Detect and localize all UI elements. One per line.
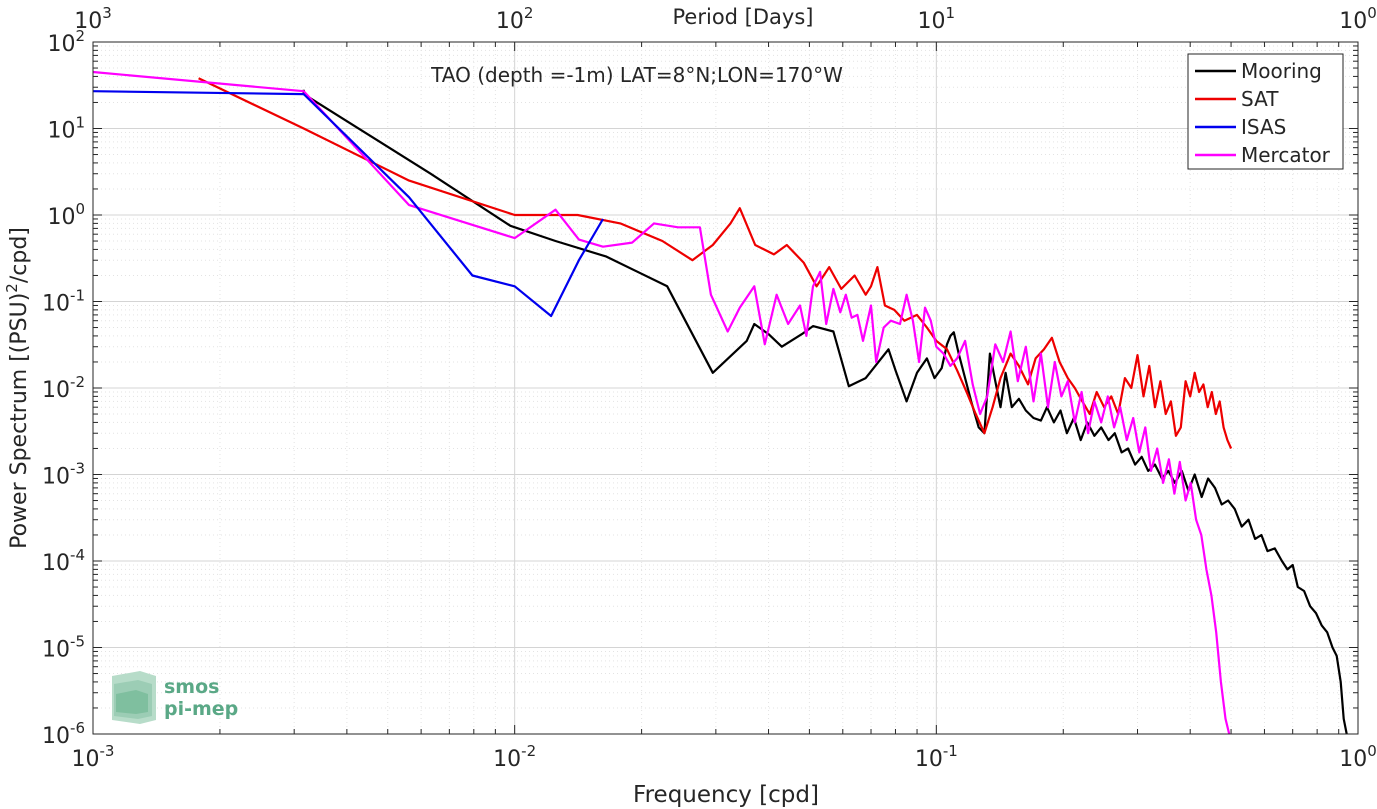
top-tick-label: 102 bbox=[496, 4, 534, 34]
x-tick-base: 10 bbox=[915, 747, 943, 772]
y-tick-base: 10 bbox=[47, 32, 75, 57]
series-layer bbox=[92, 70, 1348, 735]
series-line-sat bbox=[198, 77, 1233, 449]
top-tick-exponent: 1 bbox=[946, 4, 956, 22]
top-tick-base: 10 bbox=[496, 9, 524, 34]
legend-items: Mooring SAT ISAS Mercator bbox=[1195, 59, 1331, 167]
y-tick-exponent: -4 bbox=[70, 546, 85, 564]
series-line-mooring bbox=[302, 89, 1348, 735]
y-tick-base: 10 bbox=[42, 465, 70, 490]
y-tick-label: 10-4 bbox=[42, 546, 85, 576]
y-tick-exponent: 2 bbox=[75, 27, 85, 45]
x-tick-exponent: -2 bbox=[521, 742, 536, 760]
x-tick-base: 10 bbox=[1339, 747, 1367, 772]
legend-label-mercator: Mercator bbox=[1241, 143, 1331, 167]
y-tick-label: 10-6 bbox=[42, 719, 85, 749]
y-tick-exponent: -2 bbox=[70, 373, 85, 391]
y-tick-exponent: -5 bbox=[70, 633, 85, 651]
x-tick-label: 100 bbox=[1339, 742, 1377, 772]
top-tick-label: 100 bbox=[1339, 4, 1377, 34]
y-tick-label: 101 bbox=[47, 114, 85, 144]
y-tick-base: 10 bbox=[42, 551, 70, 576]
legend: Mooring SAT ISAS Mercator bbox=[1187, 53, 1344, 170]
top-tick-labels: 103 102 101 100 bbox=[74, 4, 1377, 34]
y-tick-base: 10 bbox=[42, 724, 70, 749]
top-tick-base: 10 bbox=[1339, 9, 1367, 34]
y-tick-base: 10 bbox=[47, 205, 75, 230]
logo-text-smos: smos bbox=[164, 676, 219, 698]
legend-label-isas: ISAS bbox=[1241, 115, 1286, 139]
x-tick-base: 10 bbox=[493, 747, 521, 772]
x-axis-label: Frequency [cpd] bbox=[633, 782, 819, 808]
y-axis-label-tail: /cpd] bbox=[7, 227, 32, 283]
x-tick-exponent: -3 bbox=[100, 742, 115, 760]
y-tick-base: 10 bbox=[42, 378, 70, 403]
top-tick-base: 10 bbox=[74, 9, 102, 34]
y-tick-base: 10 bbox=[42, 292, 70, 317]
y-tick-label: 100 bbox=[47, 200, 85, 230]
y-tick-label: 10-3 bbox=[42, 460, 85, 490]
y-axis-label: Power Spectrum [(PSU)2/cpd] bbox=[3, 227, 32, 549]
top-tick-exponent: 0 bbox=[1367, 4, 1377, 22]
y-tick-base: 10 bbox=[47, 119, 75, 144]
top-tick-exponent: 2 bbox=[524, 4, 534, 22]
legend-box bbox=[1187, 53, 1344, 170]
y-tick-label: 102 bbox=[47, 27, 85, 57]
y-tick-label: 10-1 bbox=[42, 287, 85, 317]
y-tick-exponent: -3 bbox=[70, 460, 85, 478]
logo-layer-front bbox=[116, 690, 148, 714]
chart-title: TAO (depth =-1m) LAT=8°N;LON=170°W bbox=[430, 63, 843, 87]
y-tick-base: 10 bbox=[42, 638, 70, 663]
top-tick-exponent: 3 bbox=[102, 4, 112, 22]
x-tick-label: 10-1 bbox=[915, 742, 958, 772]
series-line-isas bbox=[92, 90, 604, 318]
legend-label-sat: SAT bbox=[1241, 87, 1279, 111]
x-tick-base: 10 bbox=[72, 747, 100, 772]
series-line-mercator bbox=[92, 70, 1231, 735]
logo-text-pi-mep: pi-mep bbox=[164, 698, 238, 720]
top-tick-base: 10 bbox=[918, 9, 946, 34]
x-tick-exponent: -1 bbox=[943, 742, 958, 760]
top-axis-label: Period [Days] bbox=[673, 5, 814, 29]
y-tick-exponent: -1 bbox=[70, 287, 85, 305]
y-tick-exponent: 0 bbox=[75, 200, 85, 218]
ticks-layer bbox=[92, 41, 1359, 735]
legend-label-mooring: Mooring bbox=[1241, 59, 1322, 83]
x-tick-exponent: 0 bbox=[1367, 742, 1377, 760]
y-axis-label-superscript: 2 bbox=[3, 283, 21, 293]
x-tick-label: 10-2 bbox=[493, 742, 536, 772]
y-tick-exponent: -6 bbox=[70, 719, 85, 737]
x-tick-label: 10-3 bbox=[72, 742, 115, 772]
y-tick-label: 10-5 bbox=[42, 633, 85, 663]
top-tick-label: 103 bbox=[74, 4, 112, 34]
top-tick-label: 101 bbox=[918, 4, 956, 34]
y-tick-label: 10-2 bbox=[42, 373, 85, 403]
y-tick-exponent: 1 bbox=[75, 114, 85, 132]
x-tick-labels: 10-3 10-2 10-1 100 bbox=[72, 742, 1377, 772]
smos-pi-mep-logo: smos pi-mep bbox=[112, 671, 238, 724]
y-axis-label-main: Power Spectrum [(PSU) bbox=[7, 293, 32, 549]
